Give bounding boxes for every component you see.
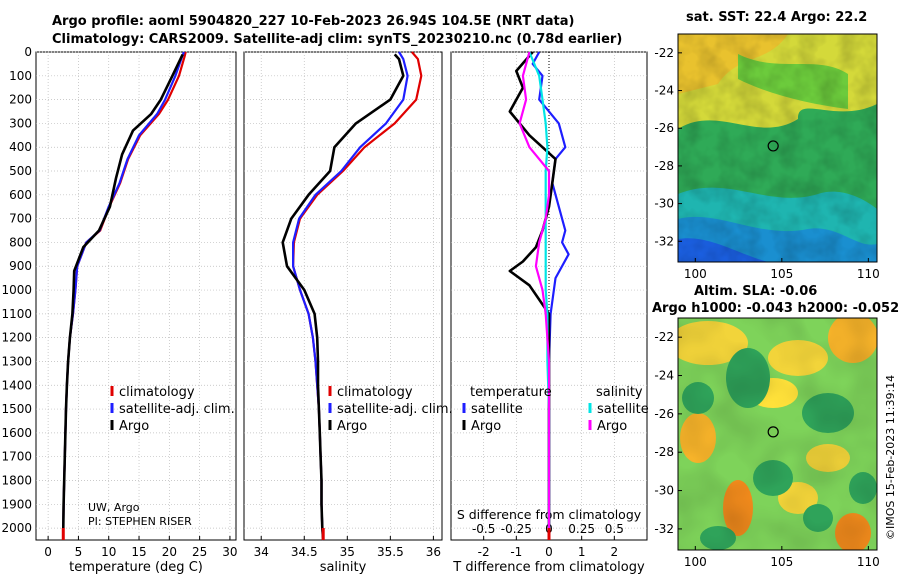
lat-tick-label: -22 [654, 46, 674, 60]
depth-tick-label: 1500 [1, 402, 32, 416]
depth-tick-label: 400 [9, 140, 32, 154]
x-tick-label: -1 [510, 545, 522, 559]
legend-label: Argo [471, 419, 501, 434]
x-tick-label: -2 [478, 545, 490, 559]
panel-salinity: 34 34.5 35 35.5 36 salinity climatology satelli… [243, 51, 453, 575]
depth-tick-label: 100 [9, 69, 32, 83]
lat-tick-label: -32 [654, 522, 674, 536]
map-frame [677, 33, 878, 263]
plot-frame [35, 51, 237, 541]
series-line-salinity-argo [518, 51, 551, 529]
lat-tick-label: -22 [654, 330, 674, 344]
s-diff-tick-label: 0.5 [605, 522, 624, 536]
lon-tick-label: 105 [770, 555, 793, 569]
lat-tick-label: -24 [654, 369, 674, 383]
x-tick-label: 35.5 [377, 545, 404, 559]
panel-difference: -2 -1 0 1 2S difference from climatology-0.5… [450, 51, 649, 575]
lat-tick-label: -30 [654, 197, 674, 211]
sst-map: -22 -24 -26 -28 -30 -32 100 105 110 [654, 33, 880, 281]
credit-line1: UW, Argo [88, 501, 140, 514]
legend-label: Argo [597, 419, 627, 434]
legend-label: climatology [119, 385, 195, 400]
x-tick-label: 25 [192, 545, 207, 559]
x-tick-label: 34 [254, 545, 269, 559]
x-tick-label: 30 [222, 545, 237, 559]
s-diff-tick-label: -0.5 [472, 522, 495, 536]
depth-tick-label: 1000 [1, 283, 32, 297]
x-tick-label: 15 [131, 545, 146, 559]
figure-title-line2: Climatology: CARS2009. Satellite-adj cli… [52, 32, 623, 47]
sla-map-title-line2: Argo h1000: -0.043 h2000: -0.052 [652, 301, 900, 316]
legend-label: Argo [119, 419, 149, 434]
lat-tick-label: -28 [654, 445, 674, 459]
plot-frame [243, 51, 443, 541]
x-tick-label: 36 [426, 545, 441, 559]
lon-tick-label: 110 [857, 267, 880, 281]
lat-tick-label: -24 [654, 84, 674, 98]
lon-tick-label: 100 [684, 267, 707, 281]
lon-tick-label: 100 [684, 555, 707, 569]
x-tick-label: 2 [611, 545, 619, 559]
legend-label: Argo [337, 419, 367, 434]
s-diff-tick-label: 0.25 [568, 522, 595, 536]
legend-label: climatology [337, 385, 413, 400]
depth-tick-label: 500 [9, 164, 32, 178]
lon-tick-label: 110 [857, 555, 880, 569]
s-diff-tick-label: -0.25 [501, 522, 532, 536]
x-axis-label: salinity [320, 560, 367, 575]
sla-map-title-line1: Altim. SLA: -0.06 [694, 284, 818, 299]
x-axis-label: T difference from climatology [452, 560, 645, 575]
depth-tick-label: 1100 [1, 307, 32, 321]
x-tick-label: 5 [75, 545, 83, 559]
depth-tick-label: 1700 [1, 450, 32, 464]
x-axis-label: temperature (deg C) [69, 560, 203, 575]
argo-position-marker [767, 140, 779, 152]
lat-tick-label: -28 [654, 159, 674, 173]
map-frame [677, 317, 878, 551]
panel-temperature: 0 5 10 15 20 25 300100200300400500600700800900… [1, 45, 237, 575]
depth-tick-label: 1200 [1, 331, 32, 345]
figure-title-line1: Argo profile: aoml 5904820_227 10-Feb-20… [52, 14, 575, 29]
legend-group-temperature: temperature [470, 385, 552, 400]
x-tick-label: 35 [340, 545, 355, 559]
sst-map-title: sat. SST: 22.4 Argo: 22.2 [686, 10, 868, 25]
x-tick-label: 0 [545, 545, 553, 559]
x-tick-label: 0 [44, 545, 52, 559]
x-tick-label: 20 [162, 545, 177, 559]
depth-tick-label: 2000 [1, 521, 32, 535]
series-line-argo [62, 53, 184, 529]
depth-tick-label: 900 [9, 259, 32, 273]
depth-tick-label: 200 [9, 93, 32, 107]
series-line-argo [281, 53, 405, 541]
depth-tick-label: 300 [9, 116, 32, 130]
lon-tick-label: 105 [770, 267, 793, 281]
legend-label: satellite-adj. clim. [337, 402, 453, 417]
lat-tick-label: -26 [654, 407, 674, 421]
depth-tick-label: 600 [9, 188, 32, 202]
x-tick-label: 1 [578, 545, 586, 559]
legend-label: satellite [597, 402, 649, 417]
depth-tick-label: 1900 [1, 497, 32, 511]
depth-tick-label: 1400 [1, 378, 32, 392]
credit-line2: PI: STEPHEN RISER [88, 515, 192, 528]
x-tick-label: 10 [101, 545, 116, 559]
lat-tick-label: -32 [654, 234, 674, 248]
depth-tick-label: 1800 [1, 473, 32, 487]
depth-tick-label: 1600 [1, 426, 32, 440]
depth-tick-label: 800 [9, 235, 32, 249]
legend-group-salinity: salinity [596, 385, 643, 400]
legend-label: satellite [471, 402, 523, 417]
legend-label: satellite-adj. clim. [119, 402, 235, 417]
depth-tick-label: 700 [9, 212, 32, 226]
x-tick-label: 34.5 [291, 545, 318, 559]
depth-tick-label: 1300 [1, 354, 32, 368]
sla-map: -22 -24 -26 -28 -30 -32 100 105 110 [654, 317, 880, 569]
lat-tick-label: -26 [654, 121, 674, 135]
lat-tick-label: -30 [654, 484, 674, 498]
map-body [678, 318, 877, 550]
depth-tick-label: 0 [24, 45, 32, 59]
argo-position-marker [767, 426, 779, 438]
